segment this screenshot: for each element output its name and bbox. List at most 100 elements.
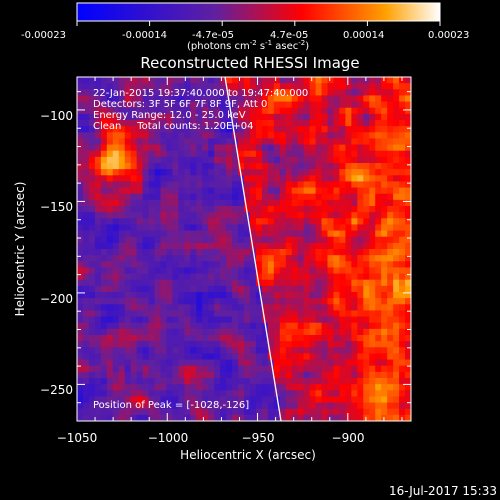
heatmap-cell <box>399 341 406 348</box>
heatmap-cell <box>387 175 394 183</box>
heatmap-cell <box>124 230 132 238</box>
heatmap-cell <box>214 310 221 318</box>
heatmap-cell <box>273 402 281 410</box>
heatmap-cell <box>77 359 84 367</box>
heatmap-cell <box>405 304 411 312</box>
heatmap-cell <box>327 408 335 416</box>
heatmap-cell <box>184 224 191 232</box>
heatmap-cell <box>369 199 376 207</box>
heatmap-cell <box>321 193 329 201</box>
heatmap-cell <box>291 169 299 176</box>
heatmap-cell <box>381 169 388 176</box>
heatmap-cell <box>351 181 358 189</box>
heatmap-cell <box>244 298 251 305</box>
heatmap-cell <box>393 353 400 361</box>
heatmap-cell <box>333 236 341 244</box>
heatmap-cell <box>399 132 406 140</box>
heatmap-cell <box>118 120 126 127</box>
heatmap-cell <box>249 414 257 421</box>
heatmap-cell <box>339 218 346 226</box>
heatmap-cell <box>124 384 132 391</box>
heatmap-cell <box>136 199 144 207</box>
heatmap-cell <box>345 255 352 262</box>
heatmap-cell <box>226 359 233 367</box>
heatmap-cell <box>273 83 281 90</box>
heatmap-cell <box>255 224 263 232</box>
heatmap-cell <box>303 378 311 385</box>
heatmap-cell <box>106 193 114 201</box>
heatmap-cell <box>327 316 335 324</box>
heatmap-cell <box>124 187 132 195</box>
heatmap-cell <box>351 77 358 84</box>
heatmap-cell <box>279 316 287 324</box>
heatmap-cell <box>226 169 233 176</box>
heatmap-cell <box>142 365 150 373</box>
heatmap-cell <box>160 261 168 269</box>
heatmap-cell <box>118 126 126 133</box>
heatmap-cell <box>166 199 174 207</box>
heatmap-cell <box>303 365 311 373</box>
heatmap-cell <box>273 249 281 256</box>
heatmap-cell <box>184 371 191 379</box>
heatmap-cell <box>261 169 269 176</box>
axis-ticks <box>76 77 411 422</box>
heatmap-cell <box>184 218 191 226</box>
heatmap-cell <box>363 95 370 103</box>
heatmap-cell <box>172 101 179 109</box>
heatmap-cell <box>214 230 221 238</box>
heatmap-cell <box>226 371 233 379</box>
heatmap-cell <box>309 341 317 348</box>
heatmap-cell <box>273 378 281 385</box>
heatmap-cell <box>184 169 191 176</box>
heatmap-cell <box>232 261 239 269</box>
heatmap-cell <box>202 335 209 342</box>
heatmap-cell <box>297 156 305 164</box>
heatmap-cell <box>202 212 209 219</box>
heatmap-cell <box>232 95 239 103</box>
heatmap-cell <box>142 267 150 275</box>
heatmap-cell <box>238 341 245 348</box>
heatmap-cell <box>279 341 287 348</box>
heatmap-cell <box>94 150 102 158</box>
heatmap-cell <box>279 322 287 330</box>
heatmap-cell <box>357 187 364 195</box>
heatmap-cell <box>351 242 358 250</box>
heatmap-cell <box>267 390 275 398</box>
heatmap-cell <box>172 261 179 269</box>
heatmap-cell <box>184 107 191 115</box>
heatmap-cell <box>303 390 311 398</box>
heatmap-cell <box>363 138 370 146</box>
heatmap-cell <box>351 199 358 207</box>
heatmap-cell <box>279 126 287 133</box>
heatmap-cell <box>303 95 311 103</box>
heatmap-cell <box>196 279 203 287</box>
heatmap-cell <box>208 267 215 275</box>
heatmap-cell <box>154 163 162 170</box>
heatmap-cell <box>77 132 84 140</box>
heatmap-cell <box>291 384 299 391</box>
heatmap-cell <box>285 132 293 140</box>
heatmap-cell <box>405 132 411 140</box>
heatmap-cell <box>339 144 346 152</box>
heatmap-cell <box>130 230 138 238</box>
heatmap-cell <box>196 187 203 195</box>
heatmap-cell <box>184 310 191 318</box>
heatmap-cell <box>94 224 102 232</box>
heatmap-cell <box>273 267 281 275</box>
heatmap-cell <box>148 396 156 404</box>
heatmap-cell <box>77 396 84 404</box>
heatmap-cell <box>291 335 299 342</box>
heatmap-cell <box>267 310 275 318</box>
heatmap-cell <box>136 249 144 256</box>
heatmap-cell <box>327 199 335 207</box>
heatmap-cell <box>118 304 126 312</box>
heatmap-cell <box>309 384 317 391</box>
heatmap-cell <box>82 261 90 269</box>
heatmap-cell <box>136 230 144 238</box>
heatmap-cell <box>393 341 400 348</box>
heatmap-cell <box>178 378 185 385</box>
heatmap-cell <box>118 169 126 176</box>
heatmap-cell <box>202 304 209 312</box>
heatmap-cell <box>220 414 227 421</box>
heatmap-cell <box>214 402 221 410</box>
